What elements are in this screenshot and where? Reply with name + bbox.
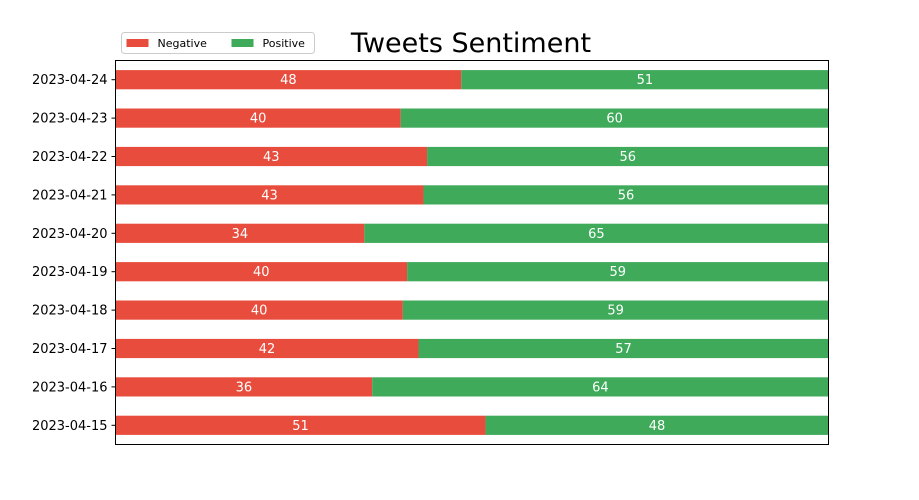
data-label: 40 [251, 304, 268, 319]
data-label: 59 [610, 265, 627, 280]
bar-negative [115, 262, 408, 282]
data-label: 43 [261, 188, 278, 203]
bar-negative [115, 146, 428, 167]
y-tick-label: 2023-04-17 [32, 342, 108, 357]
bar-positive [372, 377, 829, 397]
bar-negative [115, 338, 419, 359]
data-label: 59 [607, 304, 624, 319]
chart-title: Tweets Sentiment [350, 28, 591, 59]
data-label: 57 [615, 342, 632, 357]
bar-negative [115, 300, 403, 320]
data-label: 60 [606, 112, 623, 127]
y-tick-label: 2023-04-18 [32, 304, 108, 319]
bar-negative [115, 185, 424, 205]
data-label: 43 [263, 150, 280, 165]
y-axis: 2023-04-24 2023-04-23 2023-04-22 2023-04-21… [32, 73, 116, 434]
data-label: 56 [620, 150, 637, 165]
data-label: 42 [259, 342, 276, 357]
legend-swatch-positive [231, 39, 254, 47]
bar-positive [423, 185, 829, 205]
data-label: 64 [592, 380, 609, 395]
bar-negative [115, 223, 365, 243]
bar-positive [364, 223, 829, 243]
y-tick-label: 2023-04-21 [32, 188, 108, 203]
legend-label-negative: Negative [158, 37, 208, 50]
y-tick-label: 2023-04-24 [32, 73, 108, 88]
y-tick-label: 2023-04-15 [32, 419, 108, 434]
data-label: 56 [618, 188, 635, 203]
bar-positive [407, 262, 829, 282]
bar-negative [115, 377, 373, 397]
bar-positive [418, 338, 829, 359]
legend-label-positive: Positive [263, 37, 306, 50]
bar-negative [115, 70, 462, 90]
bar-positive [400, 108, 829, 128]
data-label: 34 [232, 227, 249, 242]
bar-positive [461, 70, 829, 90]
data-label: 48 [649, 419, 666, 434]
plot-frame [115, 60, 829, 445]
bar-positive [402, 300, 829, 320]
y-tick-label: 2023-04-16 [32, 380, 108, 395]
y-tick-label: 2023-04-19 [32, 265, 108, 280]
bar-positive [485, 415, 829, 435]
bar-positive [427, 146, 829, 167]
y-tick-label: 2023-04-20 [32, 227, 108, 242]
y-tick-label: 2023-04-23 [32, 112, 108, 127]
legend-swatch-negative [126, 39, 149, 47]
bar-negative [115, 108, 401, 128]
data-label: 40 [250, 112, 267, 127]
data-label: 51 [637, 73, 654, 88]
y-tick-label: 2023-04-22 [32, 150, 108, 165]
data-label: 36 [236, 380, 253, 395]
legend-box [121, 32, 315, 54]
data-label: 48 [280, 73, 297, 88]
data-label: 40 [253, 265, 270, 280]
legend: Negative Positive [121, 32, 315, 54]
bar-negative [115, 415, 486, 435]
bars: 48 51 40 60 43 56 43 56 34 65 40 59 40 59 42 57 36 64 51 48 [115, 70, 829, 435]
data-label: 51 [292, 419, 309, 434]
data-label: 65 [588, 227, 605, 242]
